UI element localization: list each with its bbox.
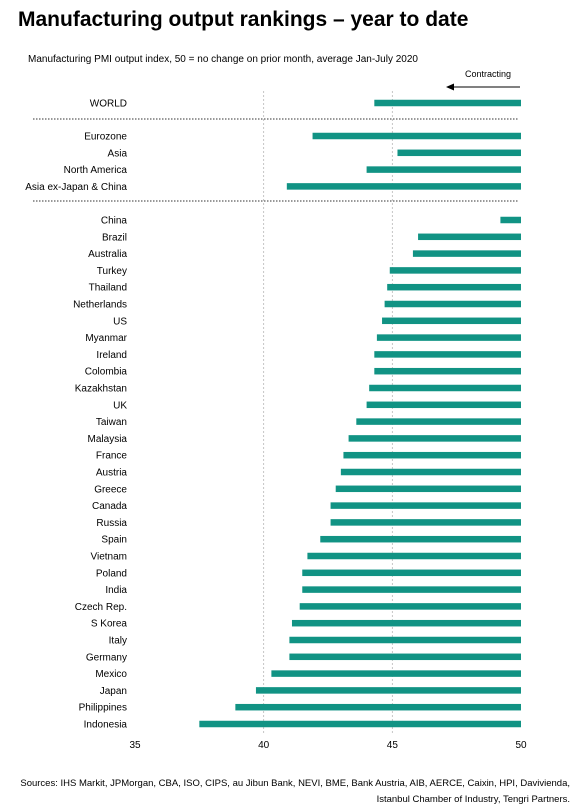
bar — [343, 451, 521, 459]
bar — [374, 367, 521, 375]
bar — [356, 418, 521, 425]
category-label: Thailand — [89, 283, 127, 294]
bar — [291, 619, 521, 627]
bar — [382, 317, 521, 325]
x-tick-label: 40 — [258, 740, 270, 751]
category-label: Poland — [96, 568, 127, 579]
bar — [320, 535, 521, 543]
chart-title: Manufacturing output rankings – year to … — [18, 8, 469, 31]
bar — [271, 670, 521, 677]
x-tick-label: 45 — [387, 740, 399, 751]
category-label: Greece — [94, 484, 127, 495]
bar — [307, 552, 521, 560]
bar — [289, 636, 521, 644]
bar — [302, 569, 521, 577]
category-label: Asia — [108, 148, 128, 159]
bar — [366, 166, 521, 173]
bar — [374, 99, 521, 107]
category-label: Eurozone — [84, 132, 127, 143]
category-label: Philippines — [79, 703, 127, 714]
category-label: UK — [113, 400, 127, 411]
category-label: Turkey — [97, 266, 127, 277]
category-label: Italy — [109, 636, 127, 647]
bar — [299, 603, 521, 610]
source-note: Sources: IHS Markit, JPMorgan, CBA, ISO,… — [20, 778, 570, 805]
category-label: Austria — [96, 468, 128, 479]
bar — [384, 300, 521, 308]
bar — [199, 720, 522, 728]
bar — [500, 216, 521, 224]
category-label: France — [96, 451, 128, 462]
category-label: Netherlands — [73, 300, 127, 311]
category-label: Germany — [86, 652, 127, 663]
x-tick-label: 50 — [515, 740, 527, 751]
bar — [335, 485, 521, 493]
bar — [412, 250, 521, 257]
category-label: Vietnam — [90, 552, 127, 563]
bar — [235, 703, 522, 711]
category-label: WORLD — [90, 99, 127, 110]
category-label: Russia — [96, 518, 127, 529]
bar — [374, 351, 521, 358]
category-label: Mexico — [95, 669, 127, 680]
bar — [330, 519, 521, 526]
bar — [376, 334, 521, 341]
category-label: Kazakhstan — [75, 384, 127, 395]
category-label: Czech Rep. — [75, 602, 127, 613]
category-label: China — [101, 216, 128, 227]
bar — [348, 435, 521, 442]
category-label: US — [113, 316, 127, 327]
bar — [340, 468, 521, 476]
bar — [387, 283, 521, 291]
category-label: Asia ex-Japan & China — [25, 182, 127, 193]
bar — [418, 233, 521, 241]
category-label: Colombia — [85, 367, 128, 378]
category-label: Canada — [92, 501, 127, 512]
bar-chart: WORLD Eurozone Asia North America Asia ex-Ja… — [25, 69, 527, 751]
category-label: S Korea — [91, 619, 128, 630]
bar — [289, 653, 521, 661]
category-label: Taiwan — [96, 417, 127, 428]
category-label: Malaysia — [88, 434, 128, 445]
bar — [397, 149, 521, 157]
chart-subtitle: Manufacturing PMI output index, 50 = no … — [28, 54, 418, 65]
bar — [286, 183, 521, 190]
category-label: Japan — [100, 686, 127, 697]
bar — [255, 687, 522, 694]
category-label: Australia — [88, 249, 127, 260]
bar — [366, 401, 521, 409]
x-tick-label: 35 — [129, 740, 141, 751]
contracting-label: Contracting — [465, 69, 511, 79]
bar — [330, 502, 521, 509]
category-label: North America — [64, 165, 128, 176]
bar — [312, 132, 521, 140]
category-label: Spain — [101, 535, 127, 546]
bar — [302, 586, 521, 593]
category-label: India — [105, 585, 127, 596]
category-label: Myanmar — [85, 333, 127, 344]
category-label: Ireland — [96, 350, 127, 361]
bar — [369, 384, 521, 392]
contracting-arrow-head — [446, 83, 454, 91]
bar — [389, 267, 521, 274]
category-label: Brazil — [102, 232, 127, 243]
category-label: Indonesia — [84, 720, 128, 731]
